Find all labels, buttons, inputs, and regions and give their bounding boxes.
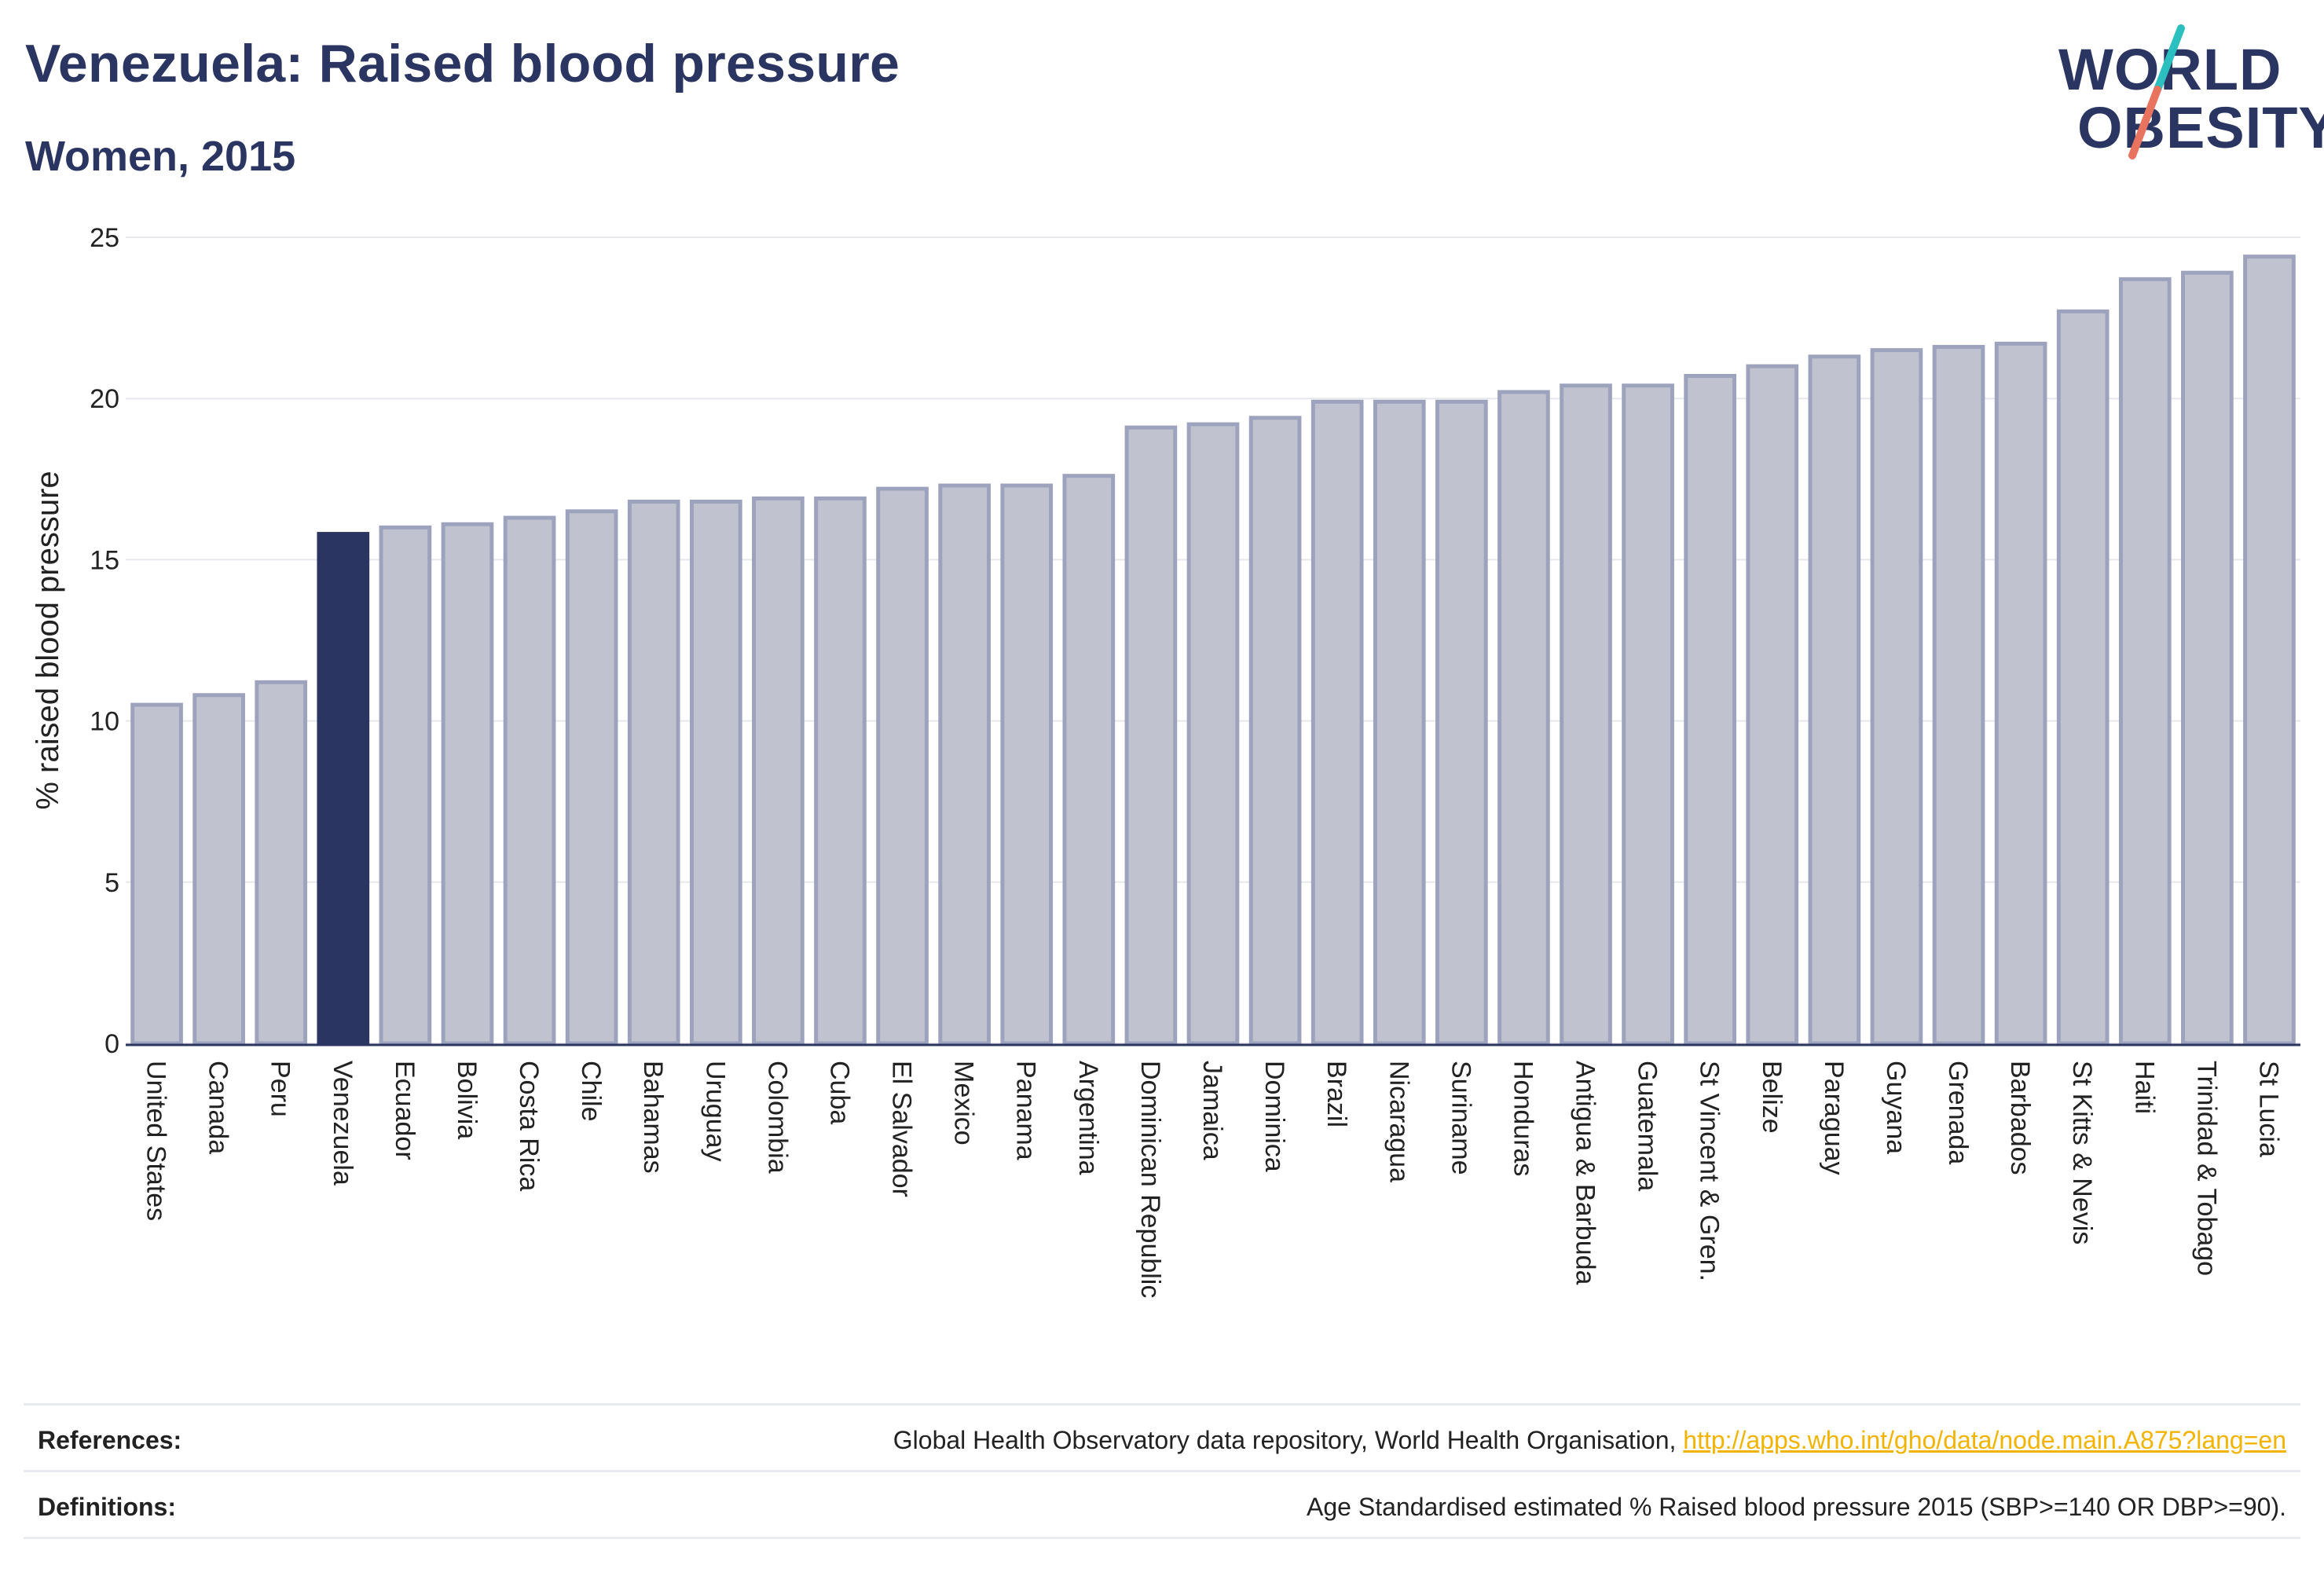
x-tick-label: St Vincent & Gren. [1695, 1061, 1725, 1281]
logo-line-2: OBESITY [2077, 95, 2324, 160]
bar-trinidad-tobago[interactable] [2181, 270, 2234, 1046]
x-tick-label: Venezuela [328, 1061, 357, 1186]
bar-colombia[interactable] [752, 496, 805, 1046]
x-tick-label: Paraguay [1819, 1061, 1849, 1175]
bar-argentina[interactable] [1062, 474, 1116, 1046]
bar-paraguay[interactable] [1808, 354, 1861, 1046]
x-tick-label: Suriname [1446, 1061, 1475, 1175]
bar-ecuador[interactable] [379, 525, 432, 1046]
bar-bolivia[interactable] [441, 522, 494, 1046]
x-tick-label: St Lucia [2253, 1061, 2283, 1157]
x-tick-label: Panama [1011, 1061, 1041, 1160]
bar-honduras[interactable] [1497, 390, 1550, 1046]
x-tick-label: Bahamas [638, 1061, 668, 1174]
x-tick-label: Chile [576, 1061, 606, 1121]
definitions-text: Age Standardised estimated % Raised bloo… [1307, 1493, 2286, 1521]
references-text: Global Health Observatory data repositor… [893, 1426, 1684, 1454]
x-tick-label: Ecuador [390, 1061, 420, 1160]
x-tick-label: Peru [266, 1061, 295, 1117]
x-tick-label: Trinidad & Tobago [2191, 1061, 2221, 1276]
bar-chile[interactable] [565, 509, 618, 1046]
bar-suriname[interactable] [1435, 399, 1488, 1046]
definitions-row: Definitions: Age Standardised estimated … [24, 1470, 2300, 1539]
x-tick-label: Dominican Republic [1135, 1061, 1165, 1298]
references-label: References: [38, 1426, 182, 1454]
y-tick-label: 0 [104, 1029, 119, 1059]
y-tick-label: 5 [104, 868, 119, 898]
x-axis-ticks: United States Canada Peru Venezuela Ecuador B… [141, 1061, 2284, 1298]
y-axis-ticks: 0 5 10 15 20 25 [90, 223, 119, 1059]
x-tick-label: Guatemala [1633, 1061, 1662, 1191]
logo-slash-icon [2128, 24, 2185, 159]
bar-st-lucia[interactable] [2243, 255, 2296, 1046]
bar-jamaica[interactable] [1186, 422, 1240, 1046]
bar-mexico[interactable] [938, 483, 992, 1046]
x-tick-label: Bolivia [452, 1061, 482, 1139]
bar-bahamas[interactable] [627, 500, 680, 1046]
bar-nicaragua[interactable] [1373, 399, 1426, 1046]
x-tick-label: Jamaica [1197, 1061, 1227, 1160]
bar-haiti[interactable] [2118, 277, 2172, 1046]
bar-peru[interactable] [255, 680, 308, 1046]
bar-costa-rica[interactable] [503, 515, 556, 1046]
x-tick-label: Canada [203, 1061, 233, 1154]
bar-uruguay[interactable] [689, 500, 742, 1046]
chart-subtitle: Women, 2015 [25, 133, 296, 180]
x-tick-label: Costa Rica [514, 1061, 544, 1191]
references-value: Global Health Observatory data repositor… [893, 1426, 2286, 1455]
x-tick-label: Dominica [1259, 1061, 1289, 1172]
x-tick-label: Barbados [2005, 1061, 2035, 1175]
bar-dominican-republic[interactable] [1124, 425, 1178, 1046]
x-tick-label: Cuba [824, 1061, 854, 1124]
chart-title: Venezuela: Raised blood pressure [25, 34, 900, 93]
x-tick-label: El Salvador [887, 1061, 917, 1197]
y-tick-label: 15 [90, 545, 119, 575]
bar-venezuela[interactable] [317, 532, 370, 1046]
y-tick-label: 25 [90, 223, 119, 253]
y-axis-label: % raised blood pressure [31, 471, 65, 809]
bar-guatemala[interactable] [1622, 383, 1674, 1046]
bar-panama[interactable] [1000, 483, 1054, 1046]
bars [130, 255, 2296, 1046]
bar-st-kitts-nevis[interactable] [2056, 309, 2110, 1046]
references-link[interactable]: http://apps.who.int/gho/data/node.main.A… [1683, 1426, 2286, 1454]
bar-dominica[interactable] [1248, 416, 1302, 1046]
x-tick-label: Uruguay [700, 1061, 730, 1162]
bar-el-salvador[interactable] [876, 486, 929, 1046]
x-tick-label: Brazil [1321, 1061, 1351, 1127]
bar-united-states[interactable] [130, 702, 183, 1046]
x-tick-label: United States [141, 1061, 171, 1221]
x-tick-label: St Kitts & Nevis [2067, 1061, 2097, 1244]
x-tick-label: Belize [1757, 1061, 1787, 1134]
bar-barbados[interactable] [1994, 341, 2047, 1046]
bar-brazil[interactable] [1310, 399, 1364, 1046]
x-tick-label: Honduras [1508, 1061, 1538, 1176]
bar-guyana[interactable] [1870, 348, 1923, 1046]
world-obesity-logo: WORLD OBESITY [2043, 24, 2324, 165]
references-row: References: Global Health Observatory da… [24, 1403, 2300, 1470]
bar-st-vincent-gren-[interactable] [1684, 373, 1737, 1046]
x-tick-label: Antigua & Barbuda [1571, 1061, 1600, 1285]
bar-cuba[interactable] [814, 496, 867, 1046]
x-tick-label: Mexico [949, 1061, 979, 1145]
footer: References: Global Health Observatory da… [24, 1403, 2300, 1539]
y-tick-label: 20 [90, 384, 119, 414]
bar-belize[interactable] [1746, 364, 1799, 1046]
bar-grenada[interactable] [1932, 345, 1985, 1046]
bar-canada[interactable] [192, 693, 245, 1046]
bar-antigua-barbuda[interactable] [1560, 383, 1612, 1046]
x-tick-label: Grenada [1943, 1061, 1973, 1164]
x-tick-label: Guyana [1881, 1061, 1911, 1154]
x-tick-label: Colombia [762, 1061, 792, 1174]
definitions-label: Definitions: [38, 1493, 176, 1521]
y-tick-label: 10 [90, 707, 119, 737]
x-tick-label: Argentina [1073, 1061, 1103, 1175]
x-tick-label: Haiti [2129, 1061, 2159, 1114]
x-tick-label: Nicaragua [1384, 1061, 1413, 1182]
bar-chart: 0 5 10 15 20 25 United States Canada Peru Venezu… [31, 223, 2300, 1298]
